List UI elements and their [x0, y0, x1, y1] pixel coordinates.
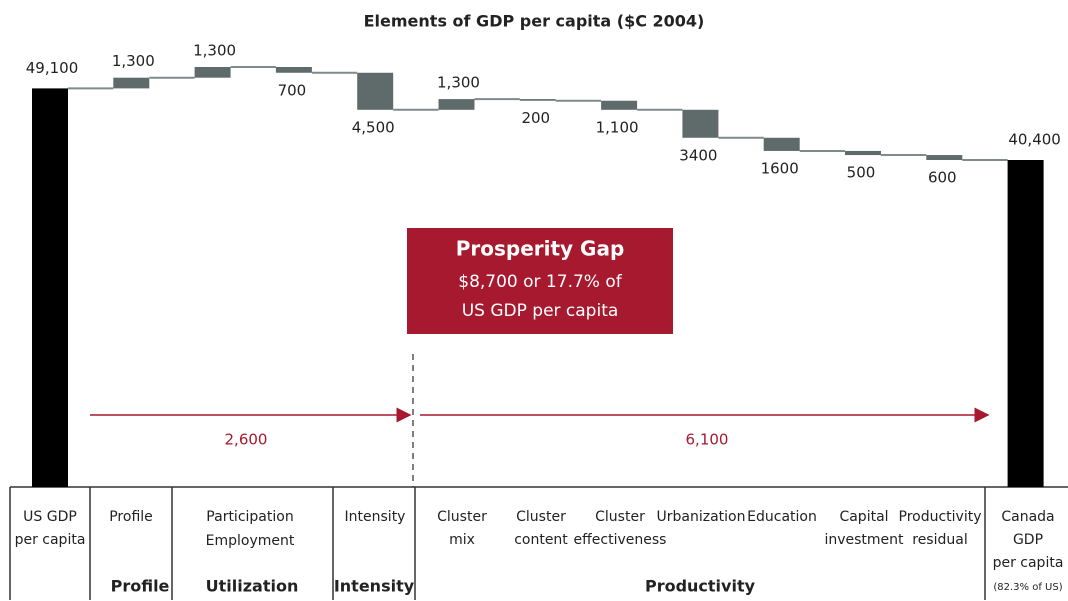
group-label: Profile — [111, 577, 170, 596]
x-tick-label: GDP — [1013, 532, 1043, 548]
bar — [113, 77, 150, 89]
x-tick-label: Employment — [206, 533, 295, 549]
group-label: Intensity — [334, 577, 415, 596]
category-note: (82.3% of US) — [993, 582, 1062, 593]
value-label: 1,300 — [112, 52, 155, 70]
x-tick-label: Intensity — [345, 509, 406, 525]
total-bar — [32, 88, 68, 488]
x-tick-label: investment — [824, 532, 904, 548]
x-tick-label: Cluster — [437, 509, 487, 525]
bar — [194, 67, 231, 78]
value-label: 1600 — [761, 159, 799, 177]
total-bar — [1007, 160, 1044, 487]
value-label: 1,300 — [437, 74, 480, 92]
bar — [519, 99, 556, 101]
value-label: 49,100 — [26, 59, 79, 77]
x-tick-label: Urbanization — [657, 509, 746, 525]
bar — [275, 67, 312, 73]
x-tick-label: Canada — [1001, 509, 1054, 525]
separators — [9, 487, 986, 600]
value-label: 500 — [847, 164, 876, 182]
value-label: 40,400 — [1008, 131, 1061, 149]
x-tick-label: mix — [449, 532, 475, 548]
x-tick-label: effectiveness — [574, 532, 667, 548]
group-label: Productivity — [645, 577, 756, 596]
x-tick-label: Cluster — [595, 509, 645, 525]
bar — [926, 155, 963, 160]
x-tick-label: Participation — [206, 509, 293, 525]
callout-box — [407, 228, 673, 334]
x-tick-label: per capita — [993, 555, 1064, 571]
callout-line: $8,700 or 17.7% of — [458, 272, 622, 292]
callout: Prosperity Gap $8,700 or 17.7% of US GDP… — [407, 228, 673, 334]
value-label: 1,100 — [596, 118, 639, 136]
value-label: 200 — [521, 109, 550, 127]
value-label: 1,300 — [193, 42, 236, 60]
value-label: 700 — [278, 81, 307, 99]
x-tick-label: Capital — [839, 509, 888, 525]
callout-line: US GDP per capita — [462, 301, 619, 321]
bar — [357, 72, 394, 110]
annotation: 2,600 — [225, 431, 268, 449]
x-tick-label: content — [514, 532, 568, 548]
bar — [601, 100, 638, 110]
callout-title: Prosperity Gap — [456, 237, 625, 261]
bar — [845, 150, 881, 156]
chart-title: Elements of GDP per capita ($C 2004) — [364, 12, 705, 31]
value-label: 3400 — [679, 146, 717, 164]
x-tick-label: US GDP — [23, 509, 77, 525]
value-label: 4,500 — [352, 118, 395, 136]
x-tick-label: per capita — [15, 532, 86, 548]
bar — [763, 137, 800, 151]
x-tick-label: Cluster — [516, 509, 566, 525]
x-tick-label: Profile — [109, 509, 153, 525]
x-tick-label: residual — [912, 532, 967, 548]
group-label: Utilization — [206, 577, 299, 596]
bar — [438, 99, 475, 110]
annotation: 6,100 — [686, 431, 729, 449]
x-tick-label: Productivity — [899, 509, 982, 525]
value-label: 600 — [928, 169, 957, 187]
x-tick-label: Education — [747, 509, 817, 525]
bar — [682, 109, 719, 138]
